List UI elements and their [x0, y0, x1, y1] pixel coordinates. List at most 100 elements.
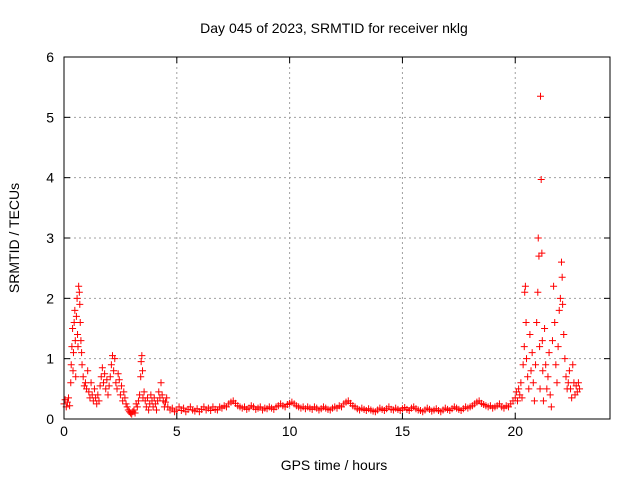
data-point [76, 318, 84, 326]
data-point [70, 318, 78, 326]
data-point [519, 361, 527, 369]
data-point [537, 175, 545, 183]
data-point [558, 273, 566, 281]
data-point [534, 234, 542, 242]
data-point [560, 331, 568, 339]
data-point [565, 367, 573, 375]
y-tick-label: 3 [46, 230, 54, 246]
data-point [533, 318, 541, 326]
data-point [207, 407, 215, 415]
data-point [115, 376, 123, 384]
data-point [538, 337, 546, 345]
data-point [534, 288, 542, 296]
data-point [133, 403, 141, 411]
data-point [567, 385, 575, 393]
data-point [175, 403, 183, 411]
data-point [121, 394, 129, 402]
data-point [75, 282, 83, 290]
data-point [112, 379, 120, 387]
data-point [521, 282, 529, 290]
data-point [546, 391, 554, 399]
data-point [78, 349, 86, 357]
data-point [103, 376, 111, 384]
data-point [515, 385, 523, 393]
data-point [576, 385, 584, 393]
data-point [568, 394, 576, 402]
data-point [78, 361, 86, 369]
data-point [73, 294, 81, 302]
data-point [118, 382, 126, 390]
data-point [529, 379, 537, 387]
y-tick-label: 6 [46, 49, 54, 65]
data-point [147, 391, 155, 399]
data-point [76, 300, 84, 308]
data-point [67, 379, 75, 387]
plot-frame [63, 56, 611, 420]
data-point [547, 403, 555, 411]
data-point [569, 361, 577, 369]
data-point [513, 397, 521, 405]
data-point [538, 249, 546, 257]
data-point [104, 391, 112, 399]
data-point [66, 402, 74, 410]
y-axis-label: SRMTID / TECUs [6, 183, 22, 293]
data-point [551, 318, 559, 326]
data-point [79, 373, 87, 381]
data-point [527, 367, 535, 375]
y-tick-label: 2 [46, 290, 54, 306]
data-point [111, 355, 119, 363]
x-tick-label: 15 [395, 423, 411, 439]
data-point [138, 352, 146, 360]
data-point [134, 397, 142, 405]
data-point [556, 294, 564, 302]
data-point [522, 318, 530, 326]
data-point [90, 385, 98, 393]
data-point [101, 370, 109, 378]
data-point [131, 409, 139, 417]
data-point [136, 391, 144, 399]
data-point [114, 370, 122, 378]
data-point [137, 373, 145, 381]
data-point [555, 306, 563, 314]
data-point [537, 92, 545, 100]
data-point [72, 373, 80, 381]
data-point [525, 385, 533, 393]
data-point [85, 388, 93, 396]
data-point [113, 385, 121, 393]
data-point [559, 300, 567, 308]
data-point [520, 343, 528, 351]
data-point [106, 373, 114, 381]
data-point [116, 391, 124, 399]
data-point [543, 385, 551, 393]
data-point [162, 398, 170, 406]
data-point [562, 373, 570, 381]
data-point [521, 288, 529, 296]
x-tick-label: 10 [282, 423, 298, 439]
chart-title: Day 045 of 2023, SRMTID for receiver nkl… [200, 20, 468, 36]
x-tick-label: 5 [173, 423, 181, 439]
data-point [140, 388, 148, 396]
data-point [168, 404, 176, 412]
data-point [518, 394, 526, 402]
data-point [557, 258, 565, 266]
data-point [539, 367, 547, 375]
x-tick-label: 20 [507, 423, 523, 439]
data-point [69, 367, 77, 375]
data-point [545, 349, 553, 357]
data-point [553, 379, 561, 387]
data-point [110, 367, 118, 375]
data-point [536, 343, 544, 351]
data-point [544, 373, 552, 381]
data-point [63, 398, 71, 406]
data-point [87, 379, 95, 387]
data-point [536, 385, 544, 393]
data-point [157, 379, 165, 387]
data-point [94, 391, 102, 399]
data-point [548, 337, 556, 345]
data-point [528, 349, 536, 357]
data-point [74, 331, 82, 339]
data-point [155, 388, 163, 396]
y-tick-label: 4 [46, 170, 54, 186]
data-point [574, 379, 582, 387]
data-point [554, 343, 562, 351]
